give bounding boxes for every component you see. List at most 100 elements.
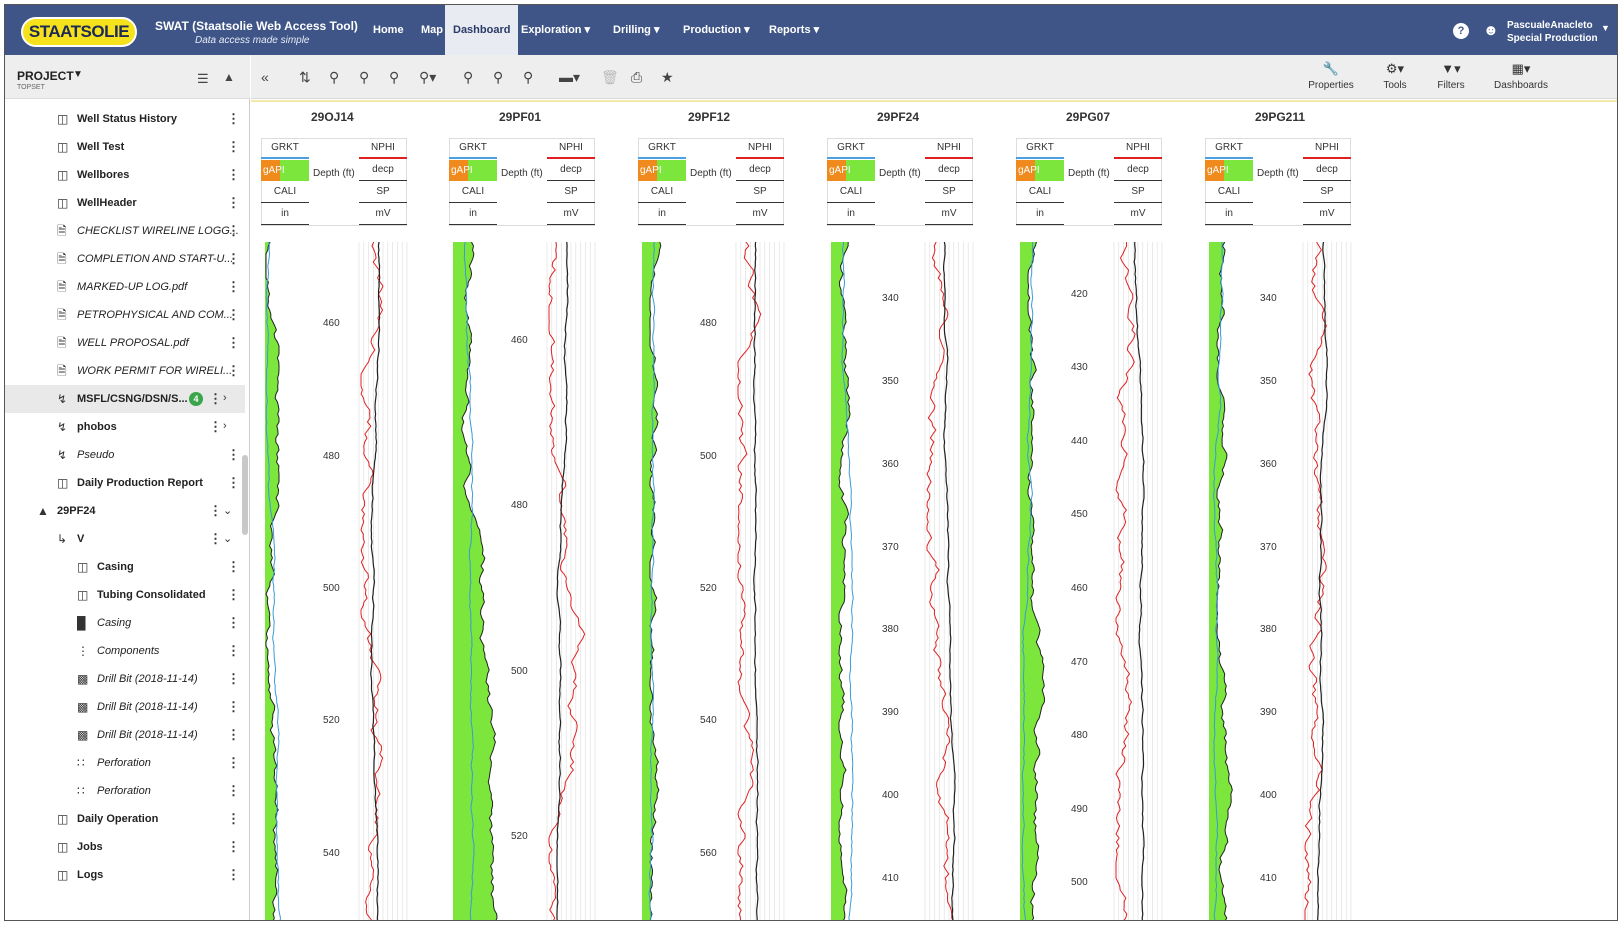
- tree-item[interactable]: ∷ Perforation ⋮: [5, 749, 245, 777]
- staatsolie-logo[interactable]: STAATSOLIE: [21, 17, 137, 47]
- zoom-fit-icon[interactable]: ⚲: [329, 69, 340, 85]
- curve-header[interactable]: SP: [925, 182, 973, 203]
- tree-item[interactable]: 🗎 PETROPHYSICAL AND COM... ⋮: [5, 301, 245, 329]
- tree-item[interactable]: ▩ Drill Bit (2018-11-14) ⋮: [5, 721, 245, 749]
- curve-header[interactable]: in: [449, 204, 497, 225]
- curve-header[interactable]: NPHI: [1303, 138, 1351, 159]
- zoom-menu-icon[interactable]: ⚲▾: [419, 69, 437, 85]
- curve-header[interactable]: mV: [359, 204, 407, 225]
- kebab-menu-icon[interactable]: ⋮: [227, 839, 240, 854]
- user-role[interactable]: Special Production: [1507, 33, 1598, 44]
- curve-header[interactable]: CALI: [827, 182, 875, 203]
- zoom-reset-icon[interactable]: ⚲: [463, 69, 474, 85]
- favorite-star-icon[interactable]: ★: [661, 69, 674, 85]
- log-tracks[interactable]: [1016, 242, 1166, 921]
- curve-header[interactable]: NPHI: [359, 138, 407, 159]
- collapse-up-icon[interactable]: ▲: [223, 70, 235, 84]
- kebab-menu-icon[interactable]: ⋮: [227, 307, 240, 322]
- tree-item[interactable]: ◫ Well Status History ⋮: [5, 105, 245, 133]
- tree-item[interactable]: 🗎 CHECKLIST WIRELINE LOGG... ⋮: [5, 217, 245, 245]
- tree-item[interactable]: 🗎 MARKED-UP LOG.pdf ⋮: [5, 273, 245, 301]
- well-name[interactable]: 29OJ14: [311, 110, 354, 124]
- well-name[interactable]: 29PF12: [688, 110, 731, 124]
- tree-item[interactable]: ◫ Well Test ⋮: [5, 133, 245, 161]
- curve-header[interactable]: mV: [1114, 204, 1162, 225]
- kebab-menu-icon[interactable]: ⋮: [227, 167, 240, 182]
- curve-header[interactable]: decp: [1303, 160, 1351, 181]
- sort-depth-icon[interactable]: ⇅: [299, 69, 311, 85]
- zoom-previous-icon[interactable]: ⚲: [523, 69, 534, 85]
- curve-header[interactable]: GRKT: [827, 138, 875, 159]
- well-name[interactable]: 29PF01: [499, 110, 542, 124]
- kebab-menu-icon[interactable]: ⋮: [227, 363, 240, 378]
- kebab-menu-icon[interactable]: ⋮: [227, 195, 240, 210]
- tree-item[interactable]: ◫ Jobs ⋮: [5, 833, 245, 861]
- nav-map[interactable]: Map: [421, 24, 443, 36]
- kebab-menu-icon[interactable]: ⋮: [227, 447, 240, 462]
- tree-item[interactable]: 🗎 WORK PERMIT FOR WIRELI... ⋮: [5, 357, 245, 385]
- kebab-menu-icon[interactable]: ⋮: [227, 111, 240, 126]
- kebab-menu-icon[interactable]: ⋮: [209, 419, 222, 434]
- tree-item[interactable]: █ Casing ⋮: [5, 609, 245, 637]
- curve-header[interactable]: mV: [547, 204, 595, 225]
- kebab-menu-icon[interactable]: ⋮: [227, 139, 240, 154]
- tree-item[interactable]: ▩ Drill Bit (2018-11-14) ⋮: [5, 693, 245, 721]
- chevron-down-icon[interactable]: ▼: [73, 69, 83, 80]
- tree-item[interactable]: ↯ phobos ⋮ ›: [5, 413, 245, 441]
- tree-item[interactable]: ↯ MSFL/CSNG/DSN/S... 4 ⋮ ›: [5, 385, 245, 413]
- curve-header[interactable]: CALI: [1205, 182, 1253, 203]
- curve-header[interactable]: SP: [736, 182, 784, 203]
- tree-item[interactable]: ↳ V ⋮ ⌄: [5, 525, 245, 553]
- tree-item[interactable]: ◫ Wellbores ⋮: [5, 161, 245, 189]
- tree-item[interactable]: ↯ Pseudo ⋮: [5, 441, 245, 469]
- kebab-menu-icon[interactable]: ⋮: [227, 587, 240, 602]
- user-name[interactable]: PascualeAnacleto: [1507, 20, 1593, 31]
- kebab-menu-icon[interactable]: ⋮: [209, 503, 222, 518]
- curve-header[interactable]: SP: [547, 182, 595, 203]
- curve-header[interactable]: in: [1016, 204, 1064, 225]
- tree-item[interactable]: ◫ Daily Production Report ⋮: [5, 469, 245, 497]
- curve-header[interactable]: mV: [925, 204, 973, 225]
- tree-scrollbar[interactable]: [242, 455, 248, 535]
- nav-drilling[interactable]: Drilling ▾: [613, 24, 660, 36]
- print-icon[interactable]: ⎙: [631, 69, 643, 85]
- log-tracks[interactable]: [449, 242, 599, 921]
- kebab-menu-icon[interactable]: ⋮: [227, 699, 240, 714]
- curve-header[interactable]: NPHI: [1114, 138, 1162, 159]
- curve-header[interactable]: NPHI: [736, 138, 784, 159]
- kebab-menu-icon[interactable]: ⋮: [227, 755, 240, 770]
- kebab-menu-icon[interactable]: ⋮: [227, 643, 240, 658]
- nav-reports[interactable]: Reports ▾: [769, 24, 820, 36]
- tree-item[interactable]: 🗎 WELL PROPOSAL.pdf ⋮: [5, 329, 245, 357]
- dashboards-button[interactable]: ▦▾ Dashboards: [1491, 61, 1551, 97]
- curve-header[interactable]: mV: [736, 204, 784, 225]
- tree-item[interactable]: ◫ Casing ⋮: [5, 553, 245, 581]
- kebab-menu-icon[interactable]: ⋮: [227, 251, 240, 266]
- tree-item[interactable]: ▲ 29PF24 ⋮ ⌄: [5, 497, 245, 525]
- zoom-out-icon[interactable]: ⚲: [389, 69, 400, 85]
- curve-header[interactable]: NPHI: [925, 138, 973, 159]
- curve-header[interactable]: in: [638, 204, 686, 225]
- kebab-menu-icon[interactable]: ⋮: [227, 671, 240, 686]
- curve-header[interactable]: in: [261, 204, 309, 225]
- expand-arrow-icon[interactable]: ⌄: [223, 505, 233, 517]
- kebab-menu-icon[interactable]: ⋮: [227, 223, 240, 238]
- curve-header[interactable]: in: [1205, 204, 1253, 225]
- kebab-menu-icon[interactable]: ⋮: [227, 867, 240, 882]
- kebab-menu-icon[interactable]: ⋮: [227, 279, 240, 294]
- kebab-menu-icon[interactable]: ⋮: [227, 475, 240, 490]
- curve-header[interactable]: CALI: [1016, 182, 1064, 203]
- curve-header[interactable]: GRKT: [449, 138, 497, 159]
- nav-exploration[interactable]: Exploration ▾: [521, 24, 591, 36]
- tools-button[interactable]: ⚙▾ Tools: [1365, 61, 1425, 97]
- tree-item[interactable]: ⋮ Components ⋮: [5, 637, 245, 665]
- curve-header[interactable]: SP: [1303, 182, 1351, 203]
- properties-button[interactable]: 🔧 Properties: [1301, 61, 1361, 97]
- tree-filter-icon[interactable]: ☰: [197, 71, 209, 86]
- curve-header[interactable]: GRKT: [261, 138, 309, 159]
- kebab-menu-icon[interactable]: ⋮: [227, 615, 240, 630]
- nav-home[interactable]: Home: [373, 24, 404, 36]
- curve-header[interactable]: CALI: [261, 182, 309, 203]
- tree-item[interactable]: ◫ Tubing Consolidated ⋮: [5, 581, 245, 609]
- user-icon[interactable]: ☻: [1483, 22, 1499, 39]
